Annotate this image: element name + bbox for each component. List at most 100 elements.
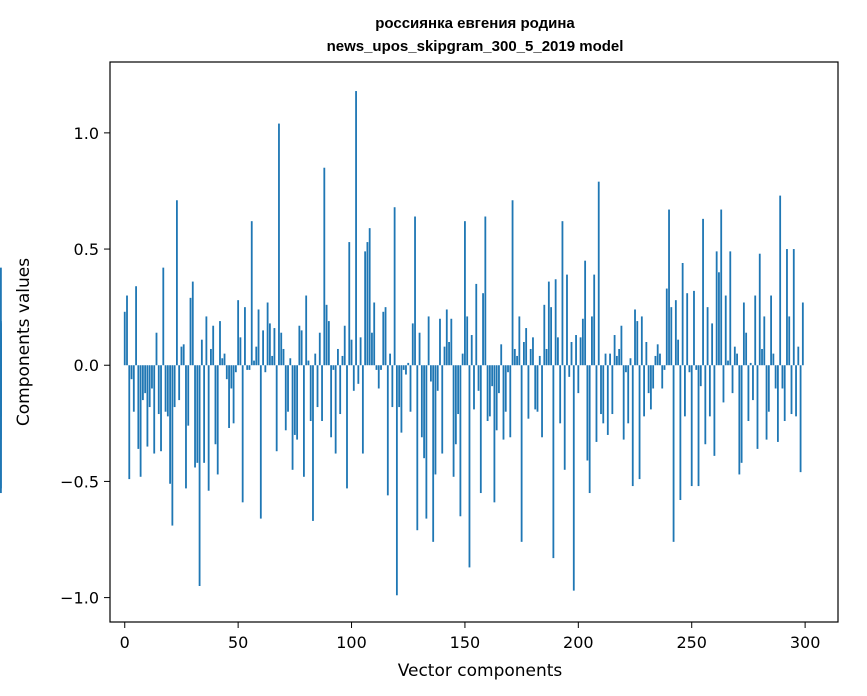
bar-213	[606, 365, 609, 435]
bar-262	[718, 272, 720, 366]
bar-123	[402, 365, 405, 370]
bar-183	[538, 355, 541, 366]
x-tick-label-150: 150	[450, 633, 481, 652]
bar-251	[693, 290, 695, 366]
bar-undefined	[0, 346, 2, 366]
bar-84	[314, 353, 317, 366]
bar-169	[507, 365, 509, 373]
bar-230	[645, 342, 648, 366]
bar-253	[697, 365, 700, 487]
bar-101	[352, 365, 355, 391]
bar-26	[182, 344, 185, 366]
x-tick-label-50: 50	[228, 633, 248, 652]
bar-5	[135, 286, 137, 366]
bar-250	[690, 365, 693, 487]
bar-228	[640, 316, 643, 366]
bar-14	[155, 332, 158, 366]
bar-83	[312, 365, 314, 521]
bar-241	[670, 307, 673, 366]
bar-267	[729, 251, 732, 366]
bar-281	[761, 348, 763, 366]
bar-4	[132, 365, 135, 412]
bar-137	[434, 365, 437, 475]
bar-111	[375, 365, 378, 370]
bar-39	[212, 325, 215, 366]
bar-77	[298, 325, 301, 366]
bar-299	[801, 302, 804, 366]
bar-283	[765, 365, 768, 440]
bar-131	[420, 365, 423, 438]
bar-254	[699, 365, 702, 387]
bar-248	[686, 293, 689, 366]
bar-190	[554, 279, 557, 366]
bar-184	[541, 365, 543, 438]
bar-178	[527, 365, 530, 419]
bar-135	[430, 365, 432, 382]
bar-150	[464, 221, 466, 366]
bar-49	[234, 365, 237, 373]
bar-171	[511, 200, 514, 366]
bar-179	[529, 348, 532, 366]
bar-42	[219, 321, 221, 366]
bar-227	[638, 365, 641, 480]
bar-19	[166, 365, 169, 417]
x-axis-ticks: 0 50 100 150 200 250 300	[120, 622, 820, 652]
bar-1	[126, 295, 128, 366]
bar-22	[173, 365, 176, 408]
bar-10	[146, 365, 149, 447]
bar-154	[473, 365, 475, 410]
bar-211	[602, 365, 605, 424]
bar-168	[504, 365, 507, 412]
bar-55	[248, 365, 251, 370]
bar-28	[187, 365, 190, 426]
bar-141	[443, 346, 446, 366]
bar-69	[280, 332, 283, 366]
bar-249	[688, 365, 691, 373]
bar-100	[350, 339, 353, 366]
bar-122	[400, 365, 403, 433]
bar-58	[255, 346, 258, 366]
bar-94	[337, 348, 339, 366]
bar-196	[568, 365, 571, 377]
bar-70	[282, 348, 285, 366]
bar-80	[305, 295, 308, 366]
bar-271	[738, 365, 741, 475]
bar-89	[325, 304, 328, 366]
bar-221	[625, 365, 627, 373]
bar-undefined	[0, 323, 2, 366]
bar-208	[595, 365, 598, 442]
bar-2	[128, 365, 131, 480]
bar-63	[266, 302, 269, 366]
bar-226	[636, 321, 639, 366]
bar-201	[579, 337, 582, 366]
bar-33	[198, 365, 201, 586]
bar-244	[677, 339, 680, 366]
bar-41	[216, 365, 219, 475]
y-tick-label-2: 0.0	[74, 356, 99, 375]
bar-37	[207, 365, 210, 491]
bar-21	[171, 365, 174, 526]
bar-140	[441, 365, 444, 454]
bar-138	[436, 365, 439, 391]
bar-258	[708, 365, 711, 417]
x-tick-label-200: 200	[563, 633, 594, 652]
bar-34	[200, 339, 203, 366]
bar-86	[318, 332, 321, 366]
bar-64	[268, 323, 271, 366]
bar-129	[416, 365, 419, 531]
x-axis-label: Vector components	[398, 661, 563, 681]
bar-32	[196, 365, 199, 463]
bar-133	[425, 365, 428, 519]
bar-146	[454, 365, 457, 445]
bar-108	[368, 228, 371, 366]
bar-57	[253, 360, 255, 366]
bar-162	[491, 365, 494, 387]
bar-71	[284, 365, 287, 431]
bar-75	[293, 365, 296, 435]
bar-167	[502, 365, 505, 440]
bar-189	[552, 365, 555, 559]
bar-160	[486, 365, 489, 422]
bar-287	[774, 365, 777, 389]
bar-242	[672, 365, 675, 542]
bar-30	[191, 281, 194, 366]
